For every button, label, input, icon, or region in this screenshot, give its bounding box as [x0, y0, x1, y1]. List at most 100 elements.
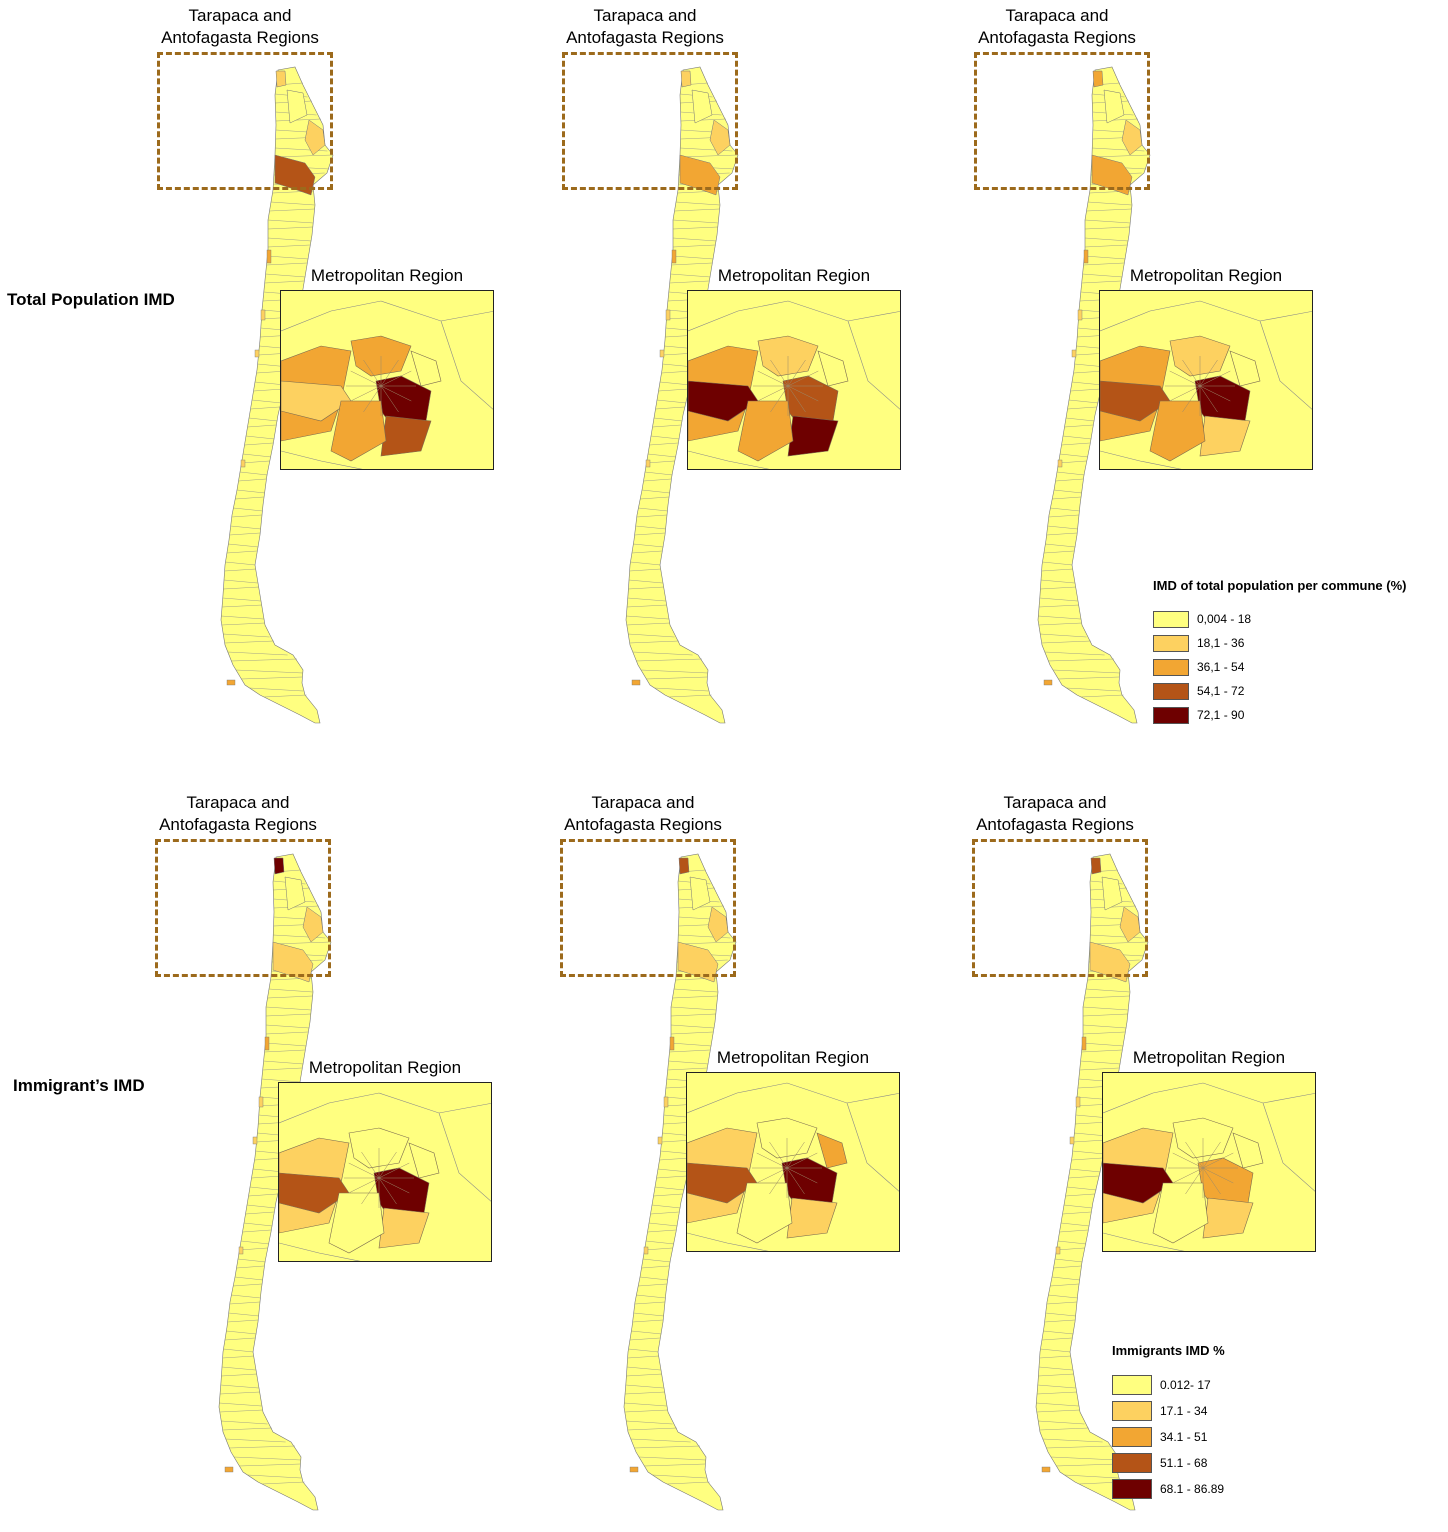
- metro-boundary: [846, 1102, 899, 1192]
- metro-boundary: [1259, 320, 1312, 410]
- metro-map: [281, 300, 493, 469]
- commune-border: [1066, 687, 1121, 692]
- metro-region-title: Metropolitan Region: [310, 266, 464, 285]
- commune-border: [1044, 1319, 1076, 1323]
- north-title-line1: Tarapaca and: [188, 6, 292, 25]
- commune-border: [647, 1229, 677, 1233]
- commune-border: [649, 442, 679, 446]
- commune-border: [634, 1445, 701, 1449]
- metro-commune-border: [1182, 359, 1201, 387]
- north-title-line2: Antofagasta Regions: [976, 815, 1134, 834]
- north-region-title: Tarapaca and Antofagasta Regions: [543, 792, 743, 836]
- metro-region-inset: [1099, 290, 1313, 470]
- commune-border: [641, 1265, 670, 1269]
- commune-border: [668, 1060, 709, 1065]
- commune-border: [659, 381, 691, 386]
- commune-border: [1045, 1312, 1076, 1317]
- metro-commune: [330, 400, 387, 462]
- commune-border: [1055, 478, 1084, 482]
- legend-label: 51.1 - 68: [1160, 1456, 1208, 1470]
- legend-title: Immigrants IMD %: [1112, 1343, 1225, 1358]
- metro-commune-border: [1199, 385, 1218, 413]
- metro-commune-border: [786, 1141, 805, 1169]
- north-region-highlight-box: [155, 839, 331, 977]
- commune-border: [265, 1006, 312, 1011]
- commune-border: [672, 226, 718, 230]
- commune-border: [222, 597, 261, 602]
- commune-border: [628, 633, 675, 638]
- chile-map: [623, 853, 737, 1511]
- commune-border: [1059, 453, 1089, 458]
- commune-border: [675, 201, 720, 206]
- commune-border: [669, 280, 710, 284]
- commune-border: [239, 471, 268, 476]
- commune-border: [653, 1193, 683, 1197]
- commune-north: [304, 119, 326, 156]
- commune-border: [1058, 460, 1087, 464]
- commune-border: [241, 676, 303, 680]
- legend-item: 17.1 - 34: [1112, 1398, 1225, 1424]
- commune-border: [1068, 399, 1099, 404]
- commune-border: [625, 1391, 666, 1395]
- commune-border: [667, 1067, 708, 1071]
- commune-border: [233, 507, 263, 512]
- metro-commune-border: [770, 385, 789, 413]
- commune-border: [1039, 1355, 1072, 1359]
- commune-border: [648, 1222, 678, 1227]
- commune-border: [263, 1060, 304, 1065]
- commune-border: [1080, 1060, 1121, 1065]
- commune-border: [265, 1042, 307, 1047]
- row-label-immigrants: Immigrant’s IMD: [13, 1076, 145, 1095]
- commune-border: [229, 532, 261, 536]
- metro-boundary: [1100, 300, 1312, 332]
- legend-label: 0.012- 17: [1160, 1378, 1211, 1392]
- commune-border: [634, 1301, 665, 1305]
- map-panel: Tarapaca and Antofagasta Regions Metropoli…: [967, 5, 1447, 745]
- commune-south: [1055, 1246, 1061, 1255]
- commune-border: [673, 988, 718, 993]
- map-panel: Tarapaca and Antofagasta Regions Metropoli…: [965, 792, 1445, 1532]
- commune-border: [638, 507, 668, 512]
- legend-swatch: [1112, 1401, 1152, 1421]
- legend-swatch: [1153, 706, 1189, 724]
- commune-border: [238, 478, 267, 482]
- metro-commune-border: [378, 1177, 397, 1205]
- commune-border: [1038, 1373, 1075, 1377]
- map-panel: Tarapaca and Antofagasta Regions Metropoli…: [150, 5, 630, 745]
- metro-commune-border: [1182, 385, 1201, 413]
- metro-commune-border: [1202, 1167, 1221, 1195]
- metro-commune-border: [769, 1167, 788, 1195]
- metro-commune-border: [787, 385, 819, 402]
- metro-commune: [378, 1207, 430, 1249]
- commune-border: [1073, 1139, 1107, 1143]
- commune-south: [669, 1036, 675, 1051]
- commune-border: [251, 399, 282, 404]
- commune-south: [1041, 1466, 1051, 1473]
- commune-south: [1081, 1036, 1087, 1051]
- metro-commune: [1229, 350, 1261, 387]
- commune-border: [1037, 1391, 1078, 1395]
- commune-border: [249, 687, 304, 692]
- commune-border: [253, 388, 284, 392]
- commune-border: [1047, 525, 1078, 530]
- commune-border: [221, 615, 264, 620]
- commune-border: [1071, 381, 1103, 386]
- commune-border: [1052, 669, 1121, 674]
- legend-swatch: [1153, 634, 1189, 652]
- commune-border: [670, 1031, 714, 1035]
- commune-border: [678, 905, 725, 909]
- legend-swatch: [1112, 1453, 1152, 1473]
- legend-swatch: [1112, 1427, 1152, 1447]
- metro-commune-border: [756, 1167, 788, 1184]
- metro-commune-border: [1202, 1141, 1221, 1169]
- commune-border: [1046, 1445, 1113, 1449]
- commune-border: [1085, 988, 1130, 993]
- commune-border: [628, 586, 665, 590]
- commune-border: [1087, 201, 1132, 206]
- commune-border: [643, 478, 672, 482]
- commune-border: [634, 532, 666, 536]
- commune-border: [219, 1402, 262, 1407]
- commune-border: [1038, 1420, 1085, 1425]
- commune-border: [1058, 676, 1120, 680]
- commune-border: [223, 586, 260, 590]
